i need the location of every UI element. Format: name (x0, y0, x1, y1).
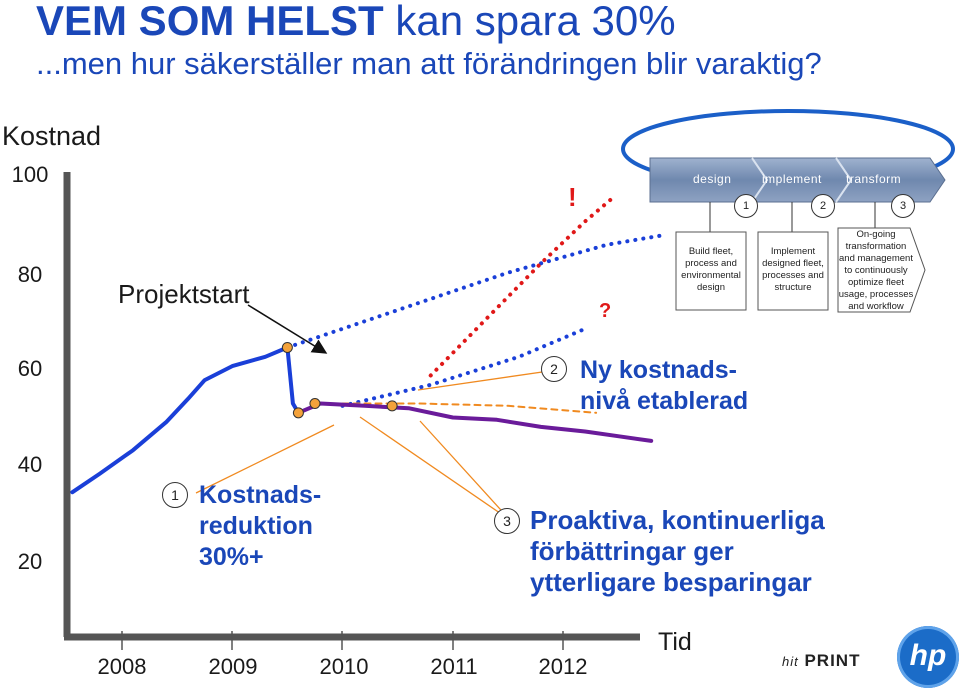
x-tick-label: 2008 (97, 654, 147, 679)
title-rest: kan spara 30% (383, 0, 676, 44)
step-label-transform: transform (846, 172, 902, 186)
page-title: VEM SOM HELST kan spara 30% (36, 0, 676, 46)
y-tick-label: 60 (17, 356, 43, 381)
annotation-cost-reduction: Kostnads- reduktion 30%+ (199, 480, 321, 573)
ann2-arrow (417, 368, 564, 391)
y-tick-label: 20 (17, 549, 43, 574)
series-layer (70, 196, 665, 495)
series-line-4 (340, 326, 588, 408)
projektstart-arrow (247, 304, 328, 354)
step-desc-transform: On-going transformation and management t… (838, 229, 914, 312)
x-tick-label: 2011 (430, 654, 478, 679)
step-box-implement (757, 231, 829, 311)
ann1-arrow (195, 424, 335, 494)
annotation-line: Kostnads- (199, 481, 322, 509)
ann3-arrow-b (419, 420, 511, 521)
annotation-new-cost-level: Ny kostnads- nivå etablerad (580, 355, 748, 417)
series-line-0 (70, 345, 290, 495)
step-box-design (675, 231, 747, 311)
exclamation-mark: ! (568, 182, 577, 212)
step-number: 1 (734, 194, 758, 218)
projektstart-label: Projektstart (118, 279, 250, 309)
data-point-marker (281, 341, 293, 353)
x-tick-label: 2012 (538, 654, 588, 679)
x-tick-label: 2010 (319, 654, 369, 679)
series-line-3 (428, 196, 615, 378)
marker-layer (281, 341, 398, 419)
hitprint-prefix: hit (782, 654, 799, 669)
annotation-line: Ny kostnads- (580, 356, 737, 384)
process-bar-sep (835, 157, 853, 203)
hp-logo: hp (897, 626, 959, 688)
step-number: 3 (891, 194, 915, 218)
x-tick-label: 2009 (208, 654, 258, 679)
process-bar-sep (751, 157, 769, 203)
step-desc-design: Build fleet, process and environmental d… (681, 246, 741, 293)
annotation-line: nivå etablerad (580, 387, 749, 415)
page-subtitle: ...men hur säkerställer man att förändri… (36, 46, 822, 81)
annotation-proactive-improvements: Proaktiva, kontinuerliga förbättringar g… (530, 505, 825, 598)
annotation-number-1: 1 (162, 482, 188, 508)
step-label-design: design (693, 172, 732, 186)
series-line-6 (296, 401, 654, 443)
title-emphasis: VEM SOM HELST (36, 0, 384, 44)
series-line-5 (330, 402, 598, 414)
series-line-2 (285, 233, 665, 350)
data-point-marker (309, 398, 321, 409)
data-point-marker (386, 400, 398, 412)
ann3-arrow-a (359, 416, 511, 521)
annotation-line: Proaktiva, kontinuerliga (530, 505, 825, 535)
annotation-number-3: 3 (494, 508, 520, 534)
process-bar (649, 157, 946, 203)
y-tick-label: 100 (11, 162, 49, 187)
y-axis-label: Kostnad (2, 121, 102, 151)
annotation-line: förbättringar ger (530, 536, 734, 566)
y-tick-label: 40 (17, 452, 43, 477)
hitprint-main: PRINT (804, 651, 861, 670)
x-axis-label: Tid (658, 628, 692, 656)
question-mark: ? (599, 300, 612, 322)
series-line-1 (285, 345, 301, 415)
data-point-marker (292, 407, 304, 419)
annotation-line: reduktion (199, 512, 313, 540)
hitprint-logo: hit PRINT (782, 651, 860, 671)
step-label-implement: implement (762, 172, 822, 186)
annotation-line: ytterligare besparingar (530, 567, 812, 597)
annotation-line: 30%+ (199, 543, 264, 571)
step-box-transform (837, 227, 926, 313)
y-tick-label: 80 (17, 262, 43, 287)
step-number: 2 (811, 194, 835, 218)
step-desc-implement: Implement designed fleet, processes and … (762, 246, 824, 293)
annotation-number-2: 2 (541, 356, 567, 382)
